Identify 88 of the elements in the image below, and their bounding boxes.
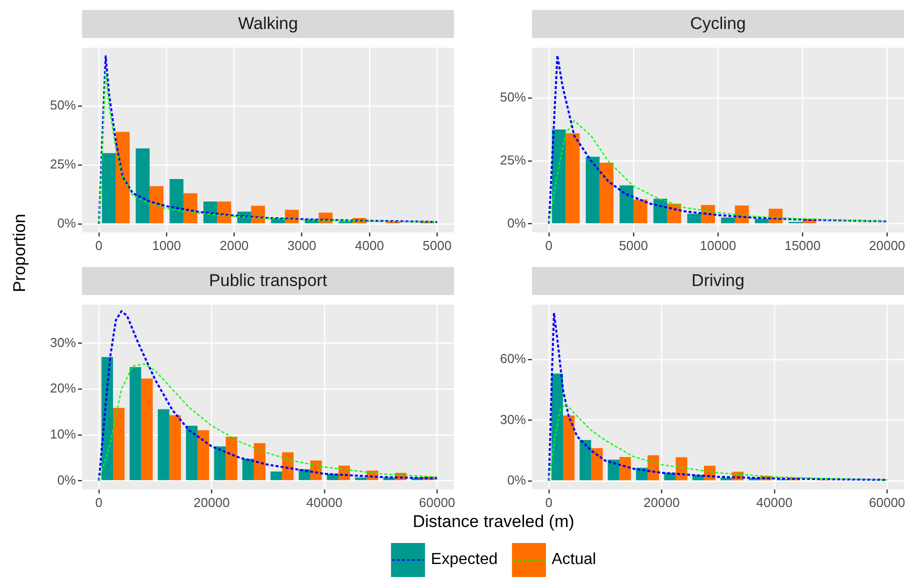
bar: [608, 460, 620, 480]
chart-title: Driving: [532, 267, 904, 295]
bar: [552, 130, 566, 224]
x-tick-label: 60000: [869, 494, 906, 510]
y-tick-label: 0%: [507, 472, 526, 488]
bar: [620, 185, 634, 224]
bar: [551, 374, 563, 480]
bar: [282, 452, 294, 480]
bar: [563, 416, 575, 480]
x-tick-label: 20000: [194, 494, 230, 510]
line-series: [548, 120, 888, 224]
y-tick-label: 30%: [500, 412, 526, 427]
x-tick-label: 2000: [220, 238, 249, 253]
line-series: [98, 363, 438, 482]
bar: [298, 469, 310, 480]
x-tick-label: 40000: [756, 494, 792, 510]
bar: [136, 148, 150, 224]
x-tick-label: 0: [545, 494, 553, 510]
x-tick-label: 4000: [354, 238, 384, 253]
bar: [566, 133, 580, 224]
bar: [217, 201, 232, 224]
x-tick-label: 0: [95, 494, 103, 510]
bar: [720, 478, 732, 480]
x-tick-label: 15000: [784, 238, 821, 253]
x-tick-label: 40000: [306, 494, 342, 510]
bar: [687, 214, 702, 224]
x-tick-label: 60000: [419, 494, 456, 510]
bar: [186, 426, 198, 480]
line-series: [548, 54, 888, 225]
bar: [170, 179, 184, 224]
bar: [355, 477, 367, 480]
y-axis-title: Proportion: [10, 214, 30, 292]
x-tick-label: 20000: [869, 238, 906, 253]
bar: [158, 409, 170, 480]
y-tick-label: 25%: [50, 156, 76, 172]
legend-label: Expected: [430, 551, 498, 569]
bar: [150, 186, 164, 224]
y-tick-label: 25%: [500, 152, 526, 168]
x-tick-label: 0: [95, 238, 103, 253]
y-tick-label: 20%: [50, 380, 76, 396]
bar: [141, 378, 153, 480]
x-tick-label: 0: [545, 238, 553, 253]
y-tick-label: 0%: [57, 472, 76, 488]
x-tick-label: 20000: [644, 494, 680, 510]
x-tick-label: 5000: [618, 238, 648, 253]
bar: [676, 457, 688, 480]
bar: [251, 206, 265, 224]
bar: [270, 472, 282, 480]
bar: [619, 457, 631, 480]
bar: [198, 430, 210, 480]
bar: [254, 443, 266, 480]
bar: [226, 436, 238, 480]
bar: [214, 446, 226, 480]
x-tick-label: 5000: [422, 238, 452, 253]
bar: [633, 199, 648, 224]
legend-label: Actual: [552, 551, 596, 569]
bar: [116, 132, 130, 224]
bar: [591, 448, 603, 480]
y-tick-label: 10%: [50, 426, 76, 442]
bar: [203, 201, 218, 224]
bar: [648, 455, 660, 480]
y-tick-label: 30%: [50, 334, 76, 350]
bar: [586, 156, 600, 224]
bar: [580, 440, 592, 480]
bar: [130, 367, 142, 480]
bar: [653, 198, 668, 224]
y-tick-label: 60%: [500, 351, 526, 366]
line-series: [548, 403, 888, 482]
chart-title: Walking: [82, 10, 454, 38]
line-series: [98, 310, 438, 482]
chart-title: Cycling: [532, 10, 904, 38]
bar: [113, 408, 125, 480]
chart-title: Public transport: [82, 267, 454, 295]
y-tick-label: 50%: [50, 97, 76, 112]
bar: [183, 193, 198, 224]
bar: [600, 162, 614, 224]
bar: [169, 415, 181, 480]
bar: [102, 153, 116, 224]
y-tick-label: 0%: [507, 215, 526, 230]
x-tick-label: 1000: [152, 238, 182, 253]
y-tick-label: 0%: [57, 215, 76, 230]
y-tick-label: 50%: [500, 90, 526, 105]
x-axis-title: Distance traveled (m): [412, 512, 576, 532]
x-tick-label: 10000: [700, 238, 736, 253]
bar: [636, 468, 648, 480]
bar: [242, 458, 254, 480]
x-tick-label: 3000: [287, 238, 316, 253]
bar: [721, 218, 735, 224]
